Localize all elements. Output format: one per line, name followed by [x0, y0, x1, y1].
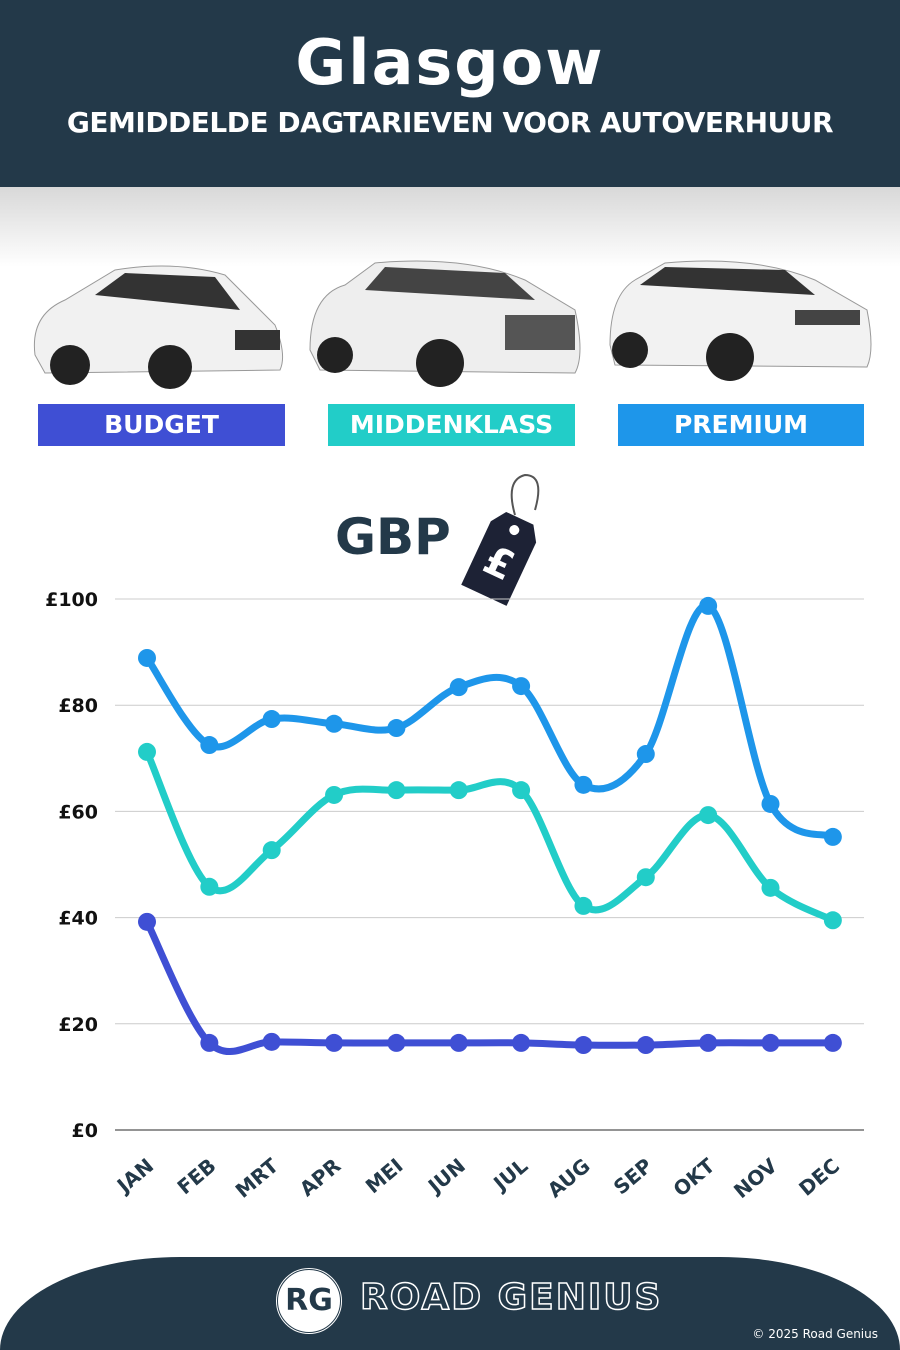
- middenklass-car-image: [309, 260, 581, 387]
- legend-budget: BUDGET: [38, 404, 285, 446]
- data-point-middenklass: [200, 877, 219, 896]
- data-point-premium: [262, 710, 281, 729]
- data-point-budget: [138, 912, 156, 931]
- legend-middenklass: MIDDENKLASS: [328, 404, 575, 446]
- data-point-middenklass: [823, 911, 842, 930]
- footer: RG ROAD GENIUS © 2025 Road Genius: [0, 1257, 900, 1350]
- data-point-budget: [574, 1036, 593, 1055]
- data-point-middenklass: [699, 806, 718, 825]
- road-genius-logo: RG: [275, 1267, 343, 1335]
- x-tick-label: JAN: [111, 1153, 158, 1198]
- data-point-premium: [138, 648, 156, 667]
- y-tick-label: £40: [58, 908, 98, 930]
- data-point-budget: [512, 1033, 531, 1052]
- data-point-budget: [200, 1033, 219, 1052]
- data-point-premium: [574, 775, 593, 794]
- page-title: Glasgow: [295, 26, 605, 99]
- x-tick-label: MEI: [361, 1153, 408, 1198]
- data-point-middenklass: [636, 868, 655, 887]
- x-tick-label: JUL: [487, 1153, 532, 1196]
- page-subtitle: GEMIDDELDE DAGTARIEVEN VOOR AUTOVERHUUR: [66, 106, 834, 139]
- data-point-budget: [449, 1033, 468, 1052]
- series-line-budget: [143, 918, 837, 1056]
- data-point-middenklass: [761, 878, 780, 897]
- data-point-premium: [512, 677, 531, 696]
- x-tick-label: SEP: [609, 1153, 657, 1199]
- data-point-budget: [387, 1033, 406, 1052]
- data-point-budget: [325, 1033, 344, 1052]
- x-tick-label: APR: [295, 1153, 345, 1201]
- data-point-premium: [449, 678, 468, 697]
- data-point-budget: [761, 1033, 780, 1052]
- x-tick-label: MRT: [231, 1153, 284, 1202]
- data-point-premium: [761, 794, 780, 813]
- data-point-middenklass: [512, 781, 531, 800]
- data-point-middenklass: [387, 781, 406, 800]
- y-tick-label: £20: [58, 1014, 98, 1036]
- price-tag-pound-icon: £: [461, 473, 540, 606]
- budget-car-image: [33, 265, 284, 389]
- brand-name: ROAD GENIUS: [359, 1276, 663, 1319]
- data-point-premium: [823, 827, 842, 846]
- data-point-premium: [325, 714, 344, 733]
- line-chart: £0 £20 £40 £60 £80 £100 JAN FEB MRT APR MEI JUN JUL A…: [45, 589, 864, 1203]
- x-tick-label: OKT: [669, 1153, 720, 1201]
- data-point-middenklass: [262, 841, 281, 860]
- data-point-middenklass: [138, 742, 156, 761]
- legend-premium: PREMIUM: [618, 404, 864, 446]
- series-line-middenklass: [143, 748, 837, 924]
- premium-car-image: [609, 260, 872, 381]
- x-tick-label: NOV: [729, 1153, 782, 1203]
- x-tick-label: FEB: [173, 1153, 221, 1199]
- data-point-budget: [823, 1033, 842, 1052]
- data-point-premium: [636, 745, 655, 764]
- data-point-premium: [200, 736, 219, 755]
- y-tick-label: £0: [72, 1120, 98, 1142]
- data-point-middenklass: [449, 781, 468, 800]
- data-point-premium: [387, 719, 406, 738]
- y-tick-label: £60: [58, 801, 98, 823]
- copyright: © 2025 Road Genius: [752, 1327, 878, 1341]
- data-point-premium: [699, 596, 718, 615]
- x-tick-label: JUN: [422, 1153, 470, 1199]
- data-point-budget: [636, 1036, 655, 1055]
- series-line-premium: [143, 602, 837, 841]
- data-point-budget: [262, 1032, 281, 1051]
- x-tick-label: AUG: [543, 1153, 595, 1202]
- currency-label: GBP: [335, 508, 451, 566]
- x-tick-label: DEC: [794, 1153, 844, 1200]
- header: Glasgow GEMIDDELDE DAGTARIEVEN VOOR AUTO…: [0, 0, 900, 187]
- header-shadow: [0, 187, 900, 267]
- y-tick-label: £100: [45, 589, 98, 611]
- y-tick-label: £80: [58, 695, 98, 717]
- data-point-middenklass: [325, 785, 344, 804]
- data-point-middenklass: [574, 896, 593, 915]
- data-point-budget: [699, 1033, 718, 1052]
